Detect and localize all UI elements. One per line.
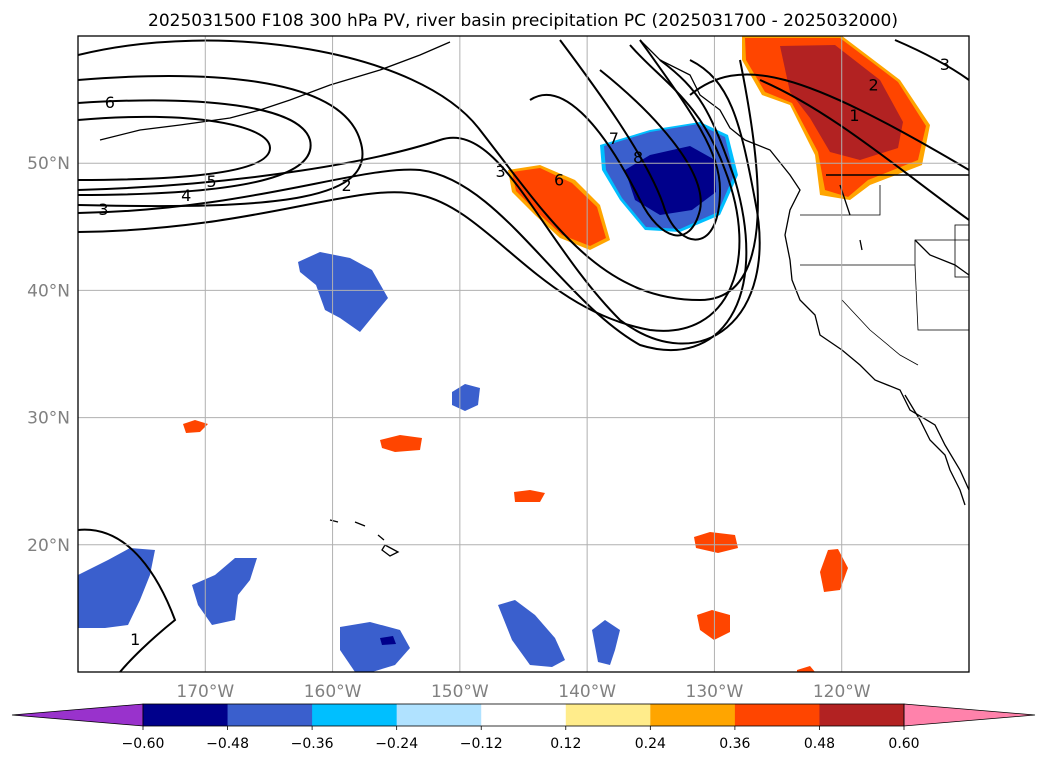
colorbar-segment — [565, 704, 651, 726]
precip-region-negative — [452, 384, 480, 411]
map-frame — [77, 35, 970, 673]
precip-region-positive — [820, 549, 848, 592]
pv-contour-label: 7 — [609, 129, 619, 148]
lat-tick-label: 40°N — [27, 281, 70, 301]
lon-tick-label: 140°W — [558, 682, 616, 702]
lon-tick-label: 130°W — [686, 682, 744, 702]
pv-contour-label: 6 — [105, 93, 115, 112]
colorbar-tick-labels: −0.60 −0.48 −0.36 −0.24 −0.12 0.12 0.24 0.36 0.4… — [122, 726, 920, 752]
pv-contour — [529, 69, 702, 237]
pv-contour-label: 2 — [341, 176, 351, 195]
lon-tick-label: 150°W — [431, 682, 489, 702]
pv-contour-label: 8 — [633, 148, 643, 167]
pv-contour-label: 1 — [130, 630, 140, 649]
colorbar-segment — [143, 704, 229, 726]
lon-tick-label: 160°W — [304, 682, 362, 702]
pv-contour-label: 1 — [849, 106, 859, 125]
pv-contour-label: 3 — [98, 200, 108, 219]
colorbar-extend-low — [11, 703, 144, 727]
pv-contour — [78, 59, 748, 351]
pv-contour — [559, 39, 722, 241]
precip-region-negative — [340, 622, 410, 672]
precip-region-negative — [498, 600, 565, 667]
colorbar-extend-high — [903, 703, 1036, 727]
lat-tick-label: 30°N — [27, 409, 70, 429]
precip-region-positive — [697, 610, 730, 640]
coastline — [904, 394, 966, 506]
pv-contour-label: 3 — [940, 55, 950, 74]
pv-contour — [689, 73, 969, 171]
precip-region-positive — [797, 666, 815, 672]
pv-contour — [759, 79, 969, 221]
precip-region-negative — [380, 636, 396, 645]
colorbar-tick-label: −0.36 — [291, 736, 334, 752]
lat-tick-label: 50°N — [27, 154, 70, 174]
pv-contour — [78, 528, 177, 672]
pv-contour-layer — [78, 39, 969, 672]
precip-region-negative — [298, 252, 388, 332]
coastline-layer — [99, 39, 969, 557]
pv-contour — [78, 115, 272, 181]
state-border — [841, 299, 919, 366]
colorbar — [11, 703, 1036, 727]
colorbar-tick-label: 0.60 — [888, 736, 919, 752]
lat-tick-label: 20°N — [27, 536, 70, 556]
colorbar-segment — [227, 704, 313, 726]
colorbar-outline — [142, 703, 905, 727]
colorbar-segment — [819, 704, 905, 726]
coastline — [639, 39, 969, 491]
lon-tick-label: 120°W — [813, 682, 871, 702]
lon-tick-labels: 170°W 160°W 150°W 140°W 130°W 120°W — [176, 682, 870, 702]
pv-contour-label: 2 — [868, 75, 878, 94]
precip-region-negative — [192, 558, 257, 625]
pv-contour — [78, 99, 312, 196]
colorbar-tick-label: 0.48 — [804, 736, 835, 752]
lat-tick-labels: 20°N 30°N 40°N 50°N — [27, 154, 70, 556]
pv-contour — [78, 44, 741, 332]
chart-title: 2025031500 F108 300 hPa PV, river basin … — [148, 11, 898, 31]
pv-contour — [894, 39, 969, 81]
colorbar-segment — [312, 704, 398, 726]
precip-region-positive — [694, 532, 738, 553]
coastline — [99, 41, 451, 141]
pv-contour — [78, 59, 761, 345]
gridlines — [78, 36, 969, 672]
colorbar-tick-label: 0.36 — [719, 736, 750, 752]
colorbar-tick-label: 0.12 — [550, 736, 581, 752]
colorbar-tick-label: −0.24 — [375, 736, 418, 752]
colorbar-tick-label: 0.24 — [635, 736, 666, 752]
pv-contour-label: 3 — [495, 162, 505, 181]
pv-contour — [78, 75, 364, 208]
colorbar-segment — [734, 704, 820, 726]
precip-region-negative — [592, 620, 620, 665]
precip-region-positive — [512, 168, 606, 246]
precip-region-negative — [78, 548, 155, 628]
colorbar-segment — [481, 704, 567, 726]
pv-contour-label: 4 — [181, 186, 191, 205]
colorbar-segment — [650, 704, 736, 726]
lon-tick-label: 170°W — [176, 682, 234, 702]
colorbar-tick-label: −0.48 — [206, 736, 249, 752]
pv-contour-label: 5 — [207, 172, 217, 191]
pv-contour — [78, 39, 759, 302]
colorbar-tick-label: −0.60 — [122, 736, 165, 752]
precip-region-positive — [183, 420, 208, 433]
colorbar-segment — [396, 704, 482, 726]
precip-region-positive — [380, 435, 422, 452]
coastline — [839, 184, 969, 276]
political-boundaries — [800, 185, 969, 366]
state-border — [954, 224, 969, 278]
pv-contour-label: 6 — [554, 171, 564, 190]
state-border — [800, 185, 969, 331]
precip-region-positive — [514, 490, 545, 502]
coastline — [329, 519, 400, 557]
precip-fill-layer — [78, 36, 930, 672]
colorbar-tick-label: −0.12 — [460, 736, 503, 752]
